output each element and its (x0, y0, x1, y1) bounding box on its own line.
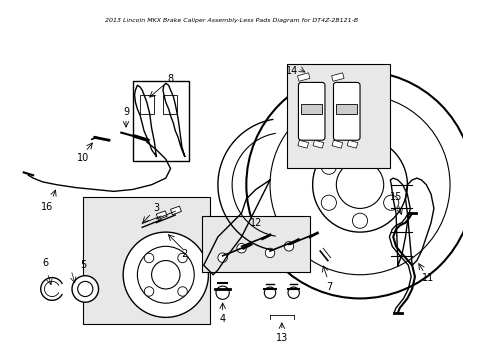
Bar (331, 73, 344, 81)
Bar (312, 140, 323, 148)
FancyBboxPatch shape (298, 82, 325, 140)
Bar (331, 140, 342, 148)
Text: 10: 10 (77, 153, 89, 163)
Text: 6: 6 (42, 258, 48, 268)
Circle shape (352, 141, 367, 156)
Text: 14: 14 (285, 66, 297, 76)
Text: 5: 5 (80, 260, 86, 270)
Circle shape (321, 159, 336, 174)
Text: 7: 7 (326, 282, 332, 292)
FancyBboxPatch shape (83, 197, 210, 324)
FancyBboxPatch shape (202, 216, 309, 272)
Bar (297, 140, 308, 148)
Circle shape (336, 161, 383, 208)
Circle shape (312, 138, 407, 232)
Circle shape (151, 261, 180, 289)
FancyBboxPatch shape (333, 82, 359, 140)
Circle shape (78, 282, 93, 297)
Bar (163, 95, 177, 114)
Bar (156, 211, 167, 220)
Bar (132, 81, 189, 161)
Text: 2: 2 (181, 249, 187, 259)
Bar (346, 140, 357, 148)
Text: 15: 15 (389, 192, 402, 202)
Text: 13: 13 (275, 333, 287, 343)
Circle shape (178, 287, 187, 296)
Circle shape (269, 95, 449, 275)
Circle shape (352, 213, 367, 228)
Text: 4: 4 (219, 314, 225, 324)
Text: 2013 Lincoln MKX Brake Caliper Assembly-Less Pads Diagram for DT4Z-2B121-B: 2013 Lincoln MKX Brake Caliper Assembly-… (104, 18, 357, 23)
Circle shape (144, 287, 153, 296)
Bar (140, 95, 154, 114)
Bar (297, 73, 309, 81)
Text: 16: 16 (41, 202, 53, 212)
Circle shape (264, 248, 274, 258)
Circle shape (284, 242, 293, 251)
Circle shape (178, 253, 187, 263)
Circle shape (383, 195, 398, 210)
Circle shape (218, 253, 227, 262)
Circle shape (321, 195, 336, 210)
Text: 12: 12 (249, 218, 262, 228)
Bar (336, 104, 356, 114)
Circle shape (144, 253, 153, 263)
Text: 8: 8 (167, 74, 173, 84)
Circle shape (246, 71, 473, 298)
Circle shape (264, 287, 275, 298)
Text: 9: 9 (122, 107, 129, 117)
Text: 11: 11 (421, 273, 433, 283)
Bar (170, 206, 181, 215)
Circle shape (72, 276, 98, 302)
Text: 3: 3 (153, 203, 159, 213)
Circle shape (123, 232, 208, 318)
Circle shape (287, 287, 299, 298)
Circle shape (137, 246, 194, 303)
Circle shape (216, 286, 229, 300)
FancyBboxPatch shape (286, 64, 389, 168)
Circle shape (236, 243, 246, 253)
Bar (301, 104, 322, 114)
